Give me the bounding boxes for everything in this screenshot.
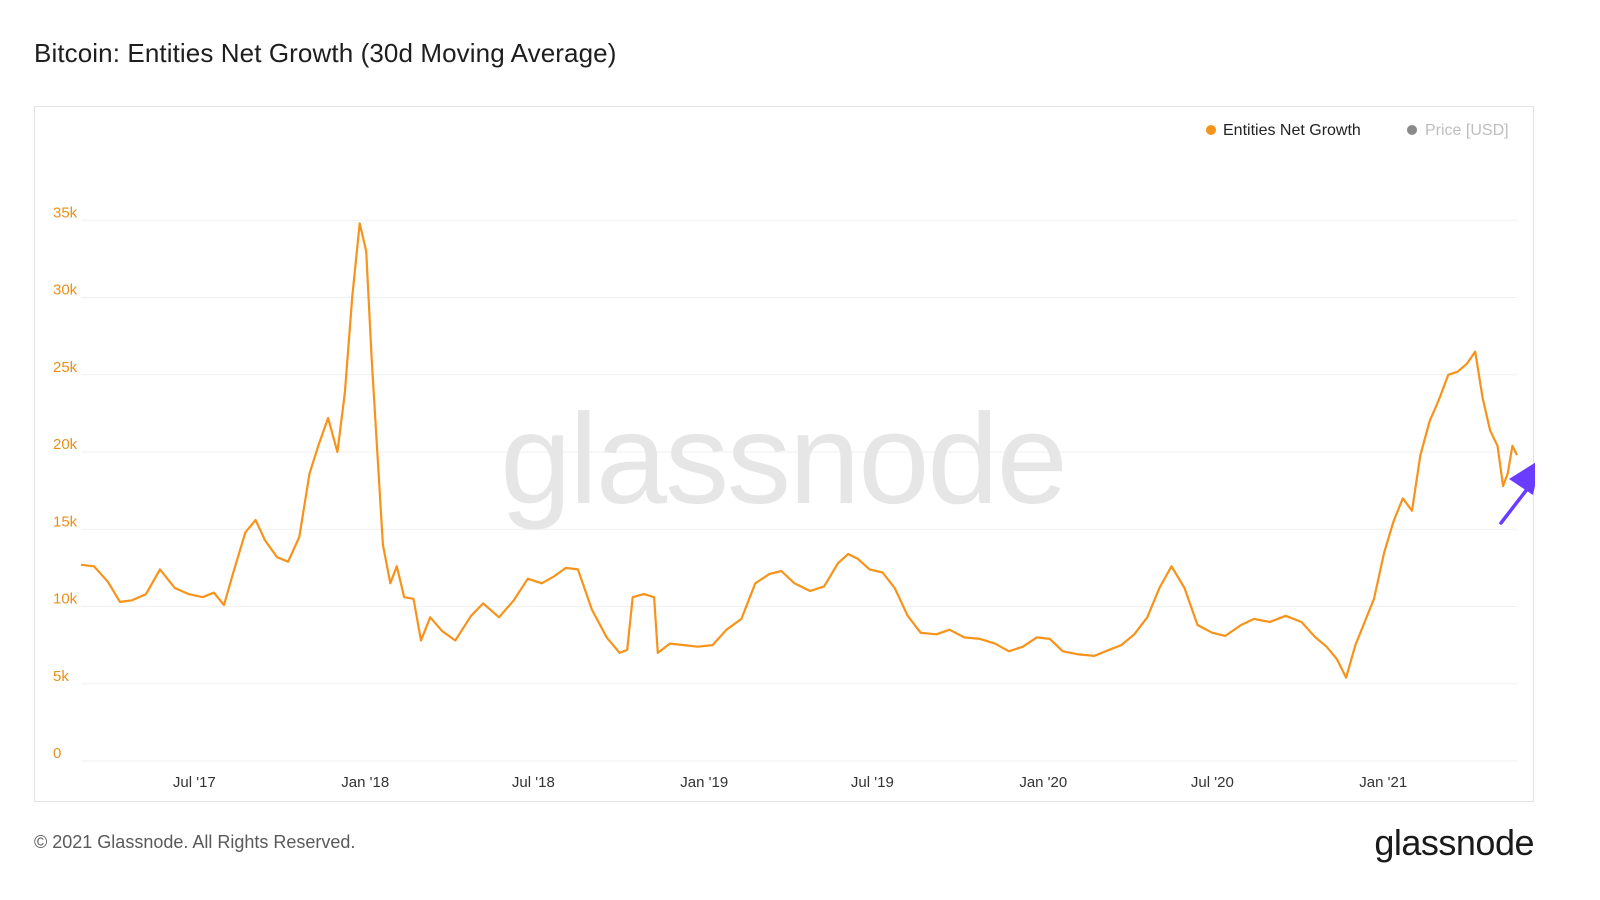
x-tick-label: Jul '18: [512, 774, 555, 791]
y-tick-label: 15k: [53, 513, 78, 530]
x-tick-label: Jan '18: [341, 774, 389, 791]
x-tick-label: Jul '19: [851, 774, 894, 791]
legend-label: Price [USD]: [1425, 122, 1509, 139]
x-tick-label: Jan '21: [1359, 774, 1407, 791]
brand-logo[interactable]: glassnode: [1374, 822, 1534, 863]
y-tick-label: 20k: [53, 436, 78, 453]
y-axis: 0 5k 10k 15k 20k 25k 30k 35k: [53, 204, 78, 762]
grid-layer: [81, 219, 1517, 762]
copyright-text: © 2021 Glassnode. All Rights Reserved.: [34, 832, 356, 852]
legend-item-price-usd[interactable]: Price [USD]: [1407, 122, 1509, 139]
chart-frame: glassnode 0 5k 10k 15k 20k 25k 30k 35k Jul '17 J…: [34, 106, 1535, 802]
legend-dot-icon: [1206, 125, 1216, 135]
y-tick-label: 30k: [53, 282, 78, 299]
y-tick-label: 5k: [53, 668, 69, 685]
legend: Entities Net Growth Price [USD]: [1206, 122, 1509, 139]
y-tick-label: 10k: [53, 591, 78, 608]
y-tick-label: 0: [53, 745, 61, 762]
watermark: glassnode: [500, 388, 1066, 531]
y-tick-label: 35k: [53, 204, 78, 221]
legend-item-entities-net-growth[interactable]: Entities Net Growth: [1206, 122, 1361, 139]
x-tick-label: Jul '20: [1191, 774, 1234, 791]
x-axis: Jul '17 Jan '18 Jul '18 Jan '19 Jul '19 Jan '…: [173, 774, 1407, 791]
legend-label: Entities Net Growth: [1223, 122, 1361, 139]
series-line-entities-net-growth: [80, 222, 1518, 679]
x-tick-label: Jul '17: [173, 774, 216, 791]
x-tick-label: Jan '20: [1019, 774, 1067, 791]
chart-title: Bitcoin: Entities Net Growth (30d Moving…: [34, 38, 617, 68]
arrow-head: [1509, 462, 1535, 495]
legend-dot-icon: [1407, 125, 1417, 135]
y-tick-label: 25k: [53, 359, 78, 376]
annotation-arrow-icon: [1499, 462, 1535, 525]
x-tick-label: Jan '19: [680, 774, 728, 791]
